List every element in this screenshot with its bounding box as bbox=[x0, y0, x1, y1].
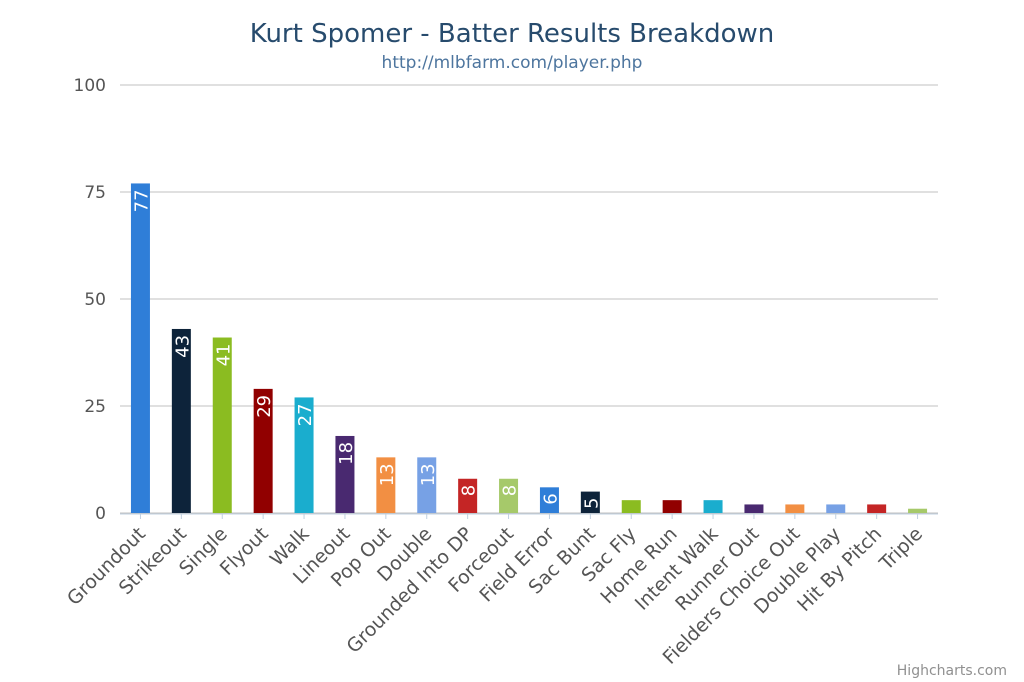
bar-field-error[interactable] bbox=[539, 487, 559, 513]
bar-strikeout[interactable] bbox=[171, 328, 191, 513]
data-labels: 77 43 41 29 27 18 13 13 8 8 6 5 bbox=[131, 189, 602, 509]
y-tick-label: 25 bbox=[84, 397, 106, 417]
bar-home-run[interactable] bbox=[662, 500, 682, 513]
bar-fielders-choice-out[interactable] bbox=[785, 504, 805, 513]
y-tick-label: 0 bbox=[95, 504, 106, 524]
bar-sac-fly[interactable] bbox=[621, 500, 641, 513]
data-label: 18 bbox=[336, 442, 357, 465]
data-label: 27 bbox=[295, 403, 316, 426]
bar-hit-by-pitch[interactable] bbox=[867, 504, 887, 513]
data-label: 13 bbox=[418, 463, 439, 486]
bar-single[interactable] bbox=[212, 337, 232, 513]
bar-lineout[interactable] bbox=[335, 435, 355, 513]
data-label: 5 bbox=[581, 498, 602, 509]
credits-link[interactable]: Highcharts.com bbox=[897, 663, 1007, 679]
data-label: 8 bbox=[500, 485, 521, 496]
bar-runner-out[interactable] bbox=[744, 504, 764, 513]
chart-title: Kurt Spomer - Batter Results Breakdown bbox=[250, 19, 775, 49]
data-label: 13 bbox=[377, 463, 398, 486]
y-tick-label: 75 bbox=[84, 183, 106, 203]
bar-triple[interactable] bbox=[908, 508, 928, 513]
data-label: 29 bbox=[254, 395, 275, 418]
data-label: 8 bbox=[459, 485, 480, 496]
bar-double-play[interactable] bbox=[826, 504, 846, 513]
x-axis-labels: GroundoutStrikeoutSingleFlyoutWalkLineou… bbox=[63, 514, 927, 669]
data-label: 41 bbox=[213, 344, 234, 367]
bar-double[interactable] bbox=[417, 457, 437, 513]
bar-groundout[interactable] bbox=[130, 183, 150, 513]
bar-walk[interactable] bbox=[294, 397, 314, 513]
bar-intent-walk[interactable] bbox=[703, 500, 723, 513]
bar-grounded-into-dp[interactable] bbox=[458, 478, 478, 513]
x-tick-label: Triple bbox=[875, 523, 927, 575]
bar-forceout[interactable] bbox=[499, 478, 519, 513]
chart-subtitle: http://mlbfarm.com/player.php bbox=[382, 53, 643, 73]
data-label: 6 bbox=[540, 493, 561, 504]
data-label: 43 bbox=[172, 335, 193, 358]
y-tick-label: 100 bbox=[74, 76, 106, 96]
y-tick-label: 50 bbox=[84, 290, 106, 310]
grid-lines: 0 25 50 75 100 bbox=[74, 76, 938, 524]
bar-sac-bunt[interactable] bbox=[580, 491, 600, 513]
bar-pop-out[interactable] bbox=[376, 457, 396, 513]
data-label: 77 bbox=[131, 189, 152, 212]
bars bbox=[130, 183, 928, 513]
bar-flyout[interactable] bbox=[253, 388, 273, 513]
